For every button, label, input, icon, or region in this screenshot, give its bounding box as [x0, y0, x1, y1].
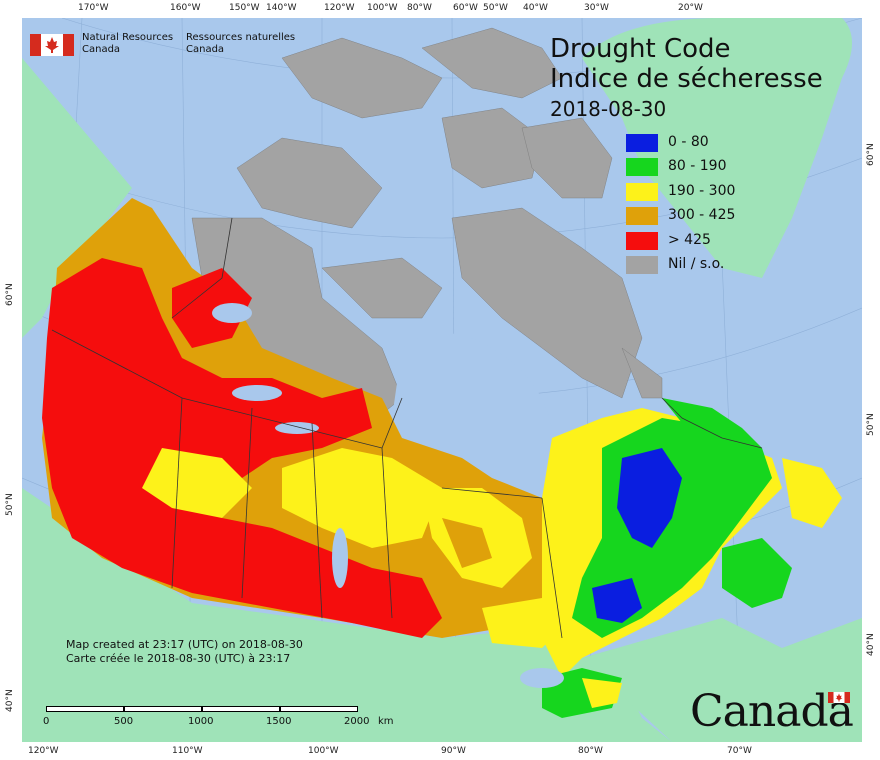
wordmark-flag-icon [828, 692, 850, 703]
agency-name-fr: Ressources naturelles [186, 32, 296, 43]
scale-segment [46, 706, 124, 712]
title-fr: Indice de sécheresse [550, 64, 823, 94]
drought-zones [42, 198, 842, 718]
scale-label: 1500 [266, 716, 292, 727]
creation-note-en: Map created at 23:17 (UTC) on 2018-08-30 [66, 638, 303, 651]
top-lon-label: 170°W [78, 3, 109, 13]
top-lon-label: 50°W [483, 3, 508, 13]
legend-label: > 425 [668, 231, 711, 248]
left-lat-label: 50°N [5, 493, 15, 516]
top-lon-label: 100°W [367, 3, 398, 13]
bottom-lon-label: 90°W [441, 746, 466, 756]
map-title: Drought Code Indice de sécheresse 2018-0… [550, 34, 850, 122]
legend-swatch [626, 255, 658, 274]
map-area[interactable]: Natural Resources Canada Ressources natu… [22, 18, 862, 742]
scale-label: 1000 [188, 716, 214, 727]
scale-unit: km [378, 716, 394, 727]
agency-country-en: Canada [82, 44, 121, 55]
top-lon-label: 80°W [407, 3, 432, 13]
land-outside-canada [22, 18, 862, 742]
top-lon-label: 60°W [453, 3, 478, 13]
scale-bar: 0 500 1000 1500 2000 km [43, 704, 406, 734]
top-lon-label: 40°W [523, 3, 548, 13]
legend-swatch [626, 158, 658, 177]
province-borders [51, 217, 763, 639]
legend-swatch [626, 231, 658, 250]
agency-country-fr: Canada [186, 44, 225, 55]
bottom-lon-label: 100°W [308, 746, 339, 756]
legend-swatch [626, 182, 658, 201]
canada-flag-icon [30, 34, 74, 56]
left-lat-label: 60°N [5, 283, 15, 306]
no-data-region [191, 27, 663, 439]
scale-segment [202, 706, 280, 712]
top-lon-label: 160°W [170, 3, 201, 13]
top-lon-label: 150°W [229, 3, 260, 13]
legend-label: Nil / s.o. [668, 255, 725, 272]
scale-label: 0 [43, 716, 50, 727]
agency-name-en: Natural Resources [82, 32, 174, 43]
legend-label: 300 - 425 [668, 207, 736, 224]
bottom-lon-label: 110°W [172, 746, 203, 756]
legend-label: 0 - 80 [668, 134, 709, 150]
top-lon-label: 20°W [678, 3, 703, 13]
canada-wordmark: Canada [690, 686, 854, 737]
lakes [212, 303, 564, 688]
right-lat-label: 60°N [866, 143, 876, 166]
top-lon-label: 120°W [324, 3, 355, 13]
bottom-lon-label: 70°W [727, 746, 752, 756]
creation-note-fr: Carte créée le 2018-08-30 (UTC) à 23:17 [66, 652, 291, 665]
bottom-lon-label: 120°W [28, 746, 59, 756]
scale-segment [280, 706, 358, 712]
wordmark-text: Canada [690, 686, 854, 737]
creation-note: Map created at 23:17 (UTC) on 2018-08-30… [66, 638, 303, 666]
right-lat-label: 50°N [866, 413, 876, 436]
top-lon-label: 30°W [584, 3, 609, 13]
title-en: Drought Code [550, 34, 731, 64]
map-date: 2018-08-30 [550, 97, 667, 121]
top-lon-label: 140°W [266, 3, 297, 13]
right-lat-label: 40°N [866, 633, 876, 656]
scale-label: 500 [114, 716, 134, 727]
hudson-bay [392, 333, 552, 478]
left-lat-label: 40°N [5, 689, 15, 712]
scale-segment [124, 706, 202, 712]
legend-label: 190 - 300 [668, 182, 736, 199]
legend-swatch [626, 134, 658, 152]
legend-label: 80 - 190 [668, 158, 727, 175]
legend-swatch [626, 207, 658, 226]
bottom-lon-label: 80°W [578, 746, 603, 756]
scale-label: 2000 [344, 716, 370, 727]
